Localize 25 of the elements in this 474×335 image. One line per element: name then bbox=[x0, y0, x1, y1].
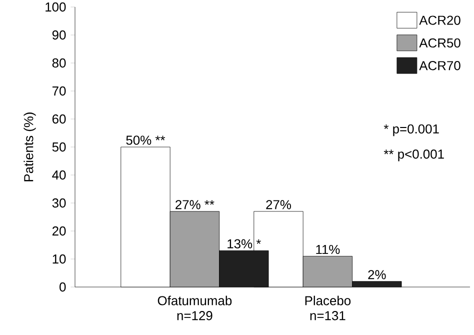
y-tick-label: 90 bbox=[52, 30, 66, 40]
legend-label: ACR50 bbox=[419, 38, 460, 48]
y-tick-label: 30 bbox=[52, 198, 66, 208]
x-tick-label: Placebo n=131 bbox=[305, 296, 351, 320]
data-label: 11% bbox=[316, 244, 340, 254]
y-tick-label: 70 bbox=[52, 86, 66, 96]
data-label: 13% * bbox=[228, 239, 261, 248]
x-tick-label: Ofatumumab n=129 bbox=[158, 296, 232, 320]
y-tick-label: 10 bbox=[52, 254, 66, 264]
legend-label: ACR70 bbox=[419, 61, 460, 70]
y-axis-title: Patients (%) bbox=[24, 112, 36, 182]
annotation: * p=0.001 bbox=[384, 124, 439, 136]
y-tick-label: 80 bbox=[52, 58, 66, 68]
data-label: 50% ** bbox=[126, 136, 166, 145]
y-tick-label: 20 bbox=[52, 226, 66, 236]
data-label: 27% ** bbox=[176, 200, 214, 210]
y-tick-label: 0 bbox=[60, 282, 66, 292]
data-label: 27% bbox=[266, 200, 291, 210]
y-tick-label: 40 bbox=[52, 170, 66, 180]
data-label: 2% bbox=[368, 270, 386, 280]
annotation: ** p<0.001 bbox=[384, 150, 444, 162]
y-tick-label: 50 bbox=[52, 142, 66, 152]
y-tick-label: 100 bbox=[46, 2, 66, 12]
legend-label: ACR20 bbox=[419, 16, 460, 25]
y-tick-label: 60 bbox=[52, 114, 66, 124]
